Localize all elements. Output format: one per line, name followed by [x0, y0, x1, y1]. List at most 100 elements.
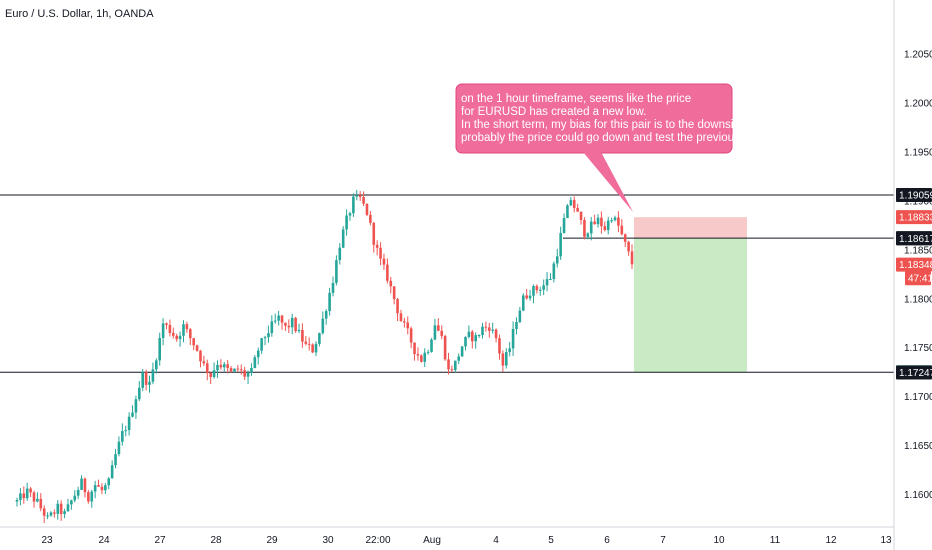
- annotation-callout[interactable]: on the 1 hour timeframe, seems like the …: [455, 83, 763, 212]
- candle-body: [250, 368, 253, 373]
- candle-body: [304, 341, 308, 344]
- candle-body: [481, 326, 484, 336]
- candle-body: [440, 330, 444, 336]
- candle-body: [294, 317, 297, 332]
- price-tag: 1.17247: [896, 365, 932, 380]
- candle-body: [36, 498, 39, 502]
- candle-body: [205, 363, 209, 374]
- candle-body: [426, 351, 430, 353]
- candle-body: [355, 195, 359, 197]
- candle-body: [76, 489, 80, 496]
- candle-body: [525, 295, 528, 299]
- price-tags: 1.190591.188331.186191.186171.1834847:41…: [896, 188, 932, 380]
- time-tick-label: 5: [548, 535, 554, 546]
- candle-body: [477, 335, 481, 337]
- symbol-title: Euro / U.S. Dollar, 1h, OANDA: [5, 8, 154, 20]
- candle-body: [212, 370, 216, 377]
- candle-body: [83, 478, 87, 493]
- svg-text:for EURUSD has created a new l: for EURUSD has created a new low.: [461, 106, 646, 118]
- price-tag: 1.18833: [896, 210, 932, 225]
- candle-body: [97, 485, 100, 487]
- candle-body: [100, 486, 104, 491]
- take-profit-zone[interactable]: [634, 238, 747, 373]
- candle-body: [382, 258, 386, 265]
- candle-body: [630, 251, 634, 265]
- candle-body: [246, 372, 250, 377]
- candle-body: [528, 295, 532, 299]
- candle-body: [243, 370, 246, 377]
- candle-body: [73, 495, 77, 501]
- candle-body: [56, 503, 60, 514]
- candle-body: [138, 387, 141, 400]
- candle-body: [443, 335, 447, 360]
- candle-body: [447, 359, 450, 370]
- time-tick-label: 6: [604, 535, 610, 546]
- candle-body: [409, 328, 413, 343]
- candle-body: [144, 372, 148, 385]
- candle-body: [583, 220, 586, 237]
- candle-body: [39, 498, 43, 509]
- candle-body: [182, 324, 185, 336]
- candle-body: [338, 247, 342, 261]
- time-tick-label: 23: [41, 535, 53, 546]
- candle-body: [596, 217, 600, 225]
- candle-body: [589, 221, 593, 234]
- candle-body: [311, 344, 314, 353]
- candle-body: [124, 430, 128, 432]
- candle-body: [433, 325, 437, 340]
- price-tag: 1.19059: [896, 188, 932, 203]
- candle-body: [284, 322, 287, 326]
- candle-body: [471, 331, 474, 342]
- price-tick-label: 1.20000: [904, 98, 932, 109]
- candle-body: [392, 286, 396, 300]
- candle-body: [617, 217, 620, 226]
- candle-body: [90, 491, 94, 502]
- candle-body: [450, 369, 454, 371]
- candle-body: [365, 203, 369, 215]
- stop-loss-zone[interactable]: [634, 217, 747, 239]
- candle-body: [121, 431, 124, 442]
- candle-body: [600, 217, 603, 227]
- candle-body: [260, 338, 263, 351]
- time-tick-label: 13: [880, 535, 892, 546]
- candle-body: [498, 338, 501, 354]
- candle-body: [627, 241, 630, 252]
- price-tick-label: 1.16000: [904, 490, 932, 501]
- time-tick-label: 27: [154, 535, 166, 546]
- candle-body: [233, 368, 236, 372]
- candle-body: [437, 325, 440, 331]
- candle-body: [413, 342, 416, 355]
- time-tick-label: 30: [322, 535, 334, 546]
- candle-body: [606, 220, 610, 231]
- candle-body: [256, 350, 260, 358]
- candle-body: [362, 197, 365, 204]
- candle-body: [423, 352, 427, 362]
- candle-body: [460, 346, 464, 357]
- candle-body: [464, 336, 467, 347]
- candle-body: [515, 322, 518, 329]
- callout-line-3: In the short term, my bias for this pair…: [461, 119, 749, 131]
- candle-body: [491, 329, 494, 331]
- time-tick-label: Aug: [423, 535, 441, 546]
- candle-body: [301, 330, 304, 342]
- time-tick-label: 22:00: [365, 535, 390, 546]
- candle-body: [192, 338, 195, 346]
- callout-line-2: for EURUSD has created a new low.: [461, 106, 646, 118]
- candle-body: [280, 315, 284, 323]
- candle-body: [114, 454, 117, 466]
- candle-body: [22, 493, 26, 499]
- candle-body: [219, 364, 223, 368]
- candle-body: [508, 348, 511, 353]
- callout-pointer: [583, 152, 633, 212]
- candle-body: [603, 226, 607, 231]
- price-tick-label: 1.20500: [904, 49, 932, 60]
- candle-body: [158, 337, 162, 361]
- candle-body: [555, 256, 559, 264]
- candle-body: [389, 280, 393, 287]
- candle-body: [161, 323, 165, 338]
- price-tick-label: 1.16500: [904, 441, 932, 452]
- candle-body: [185, 324, 189, 330]
- candle-body: [457, 356, 461, 361]
- candle-body: [49, 512, 53, 516]
